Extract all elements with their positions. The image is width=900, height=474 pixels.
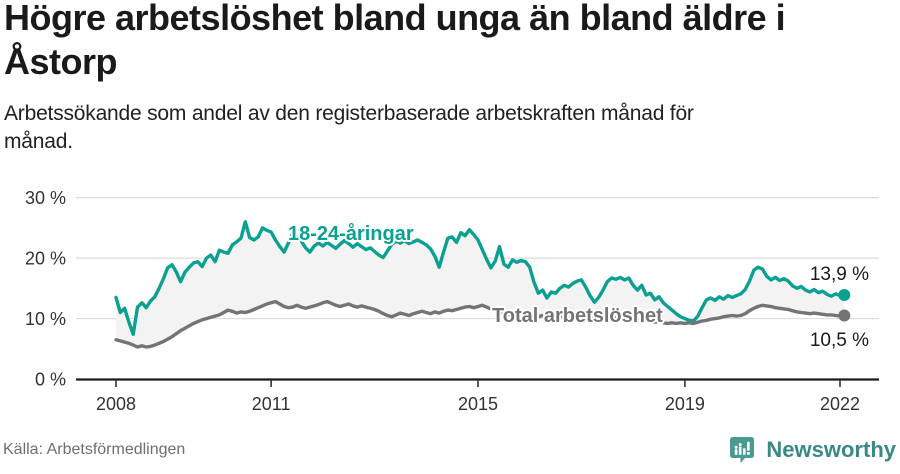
x-axis-tick-label: 2015 [458, 394, 498, 414]
series-end-dot [838, 309, 851, 322]
newsworthy-logo: Newsworthy [729, 436, 896, 464]
newsworthy-mark-icon [730, 437, 755, 464]
series-label-young: 18-24-åringar [288, 222, 414, 245]
chart-generated-layers: 0 % 10 % 20 % 30 % 2008 2011 2015 2019 2022 [25, 188, 879, 414]
x-axis-tick-label: 2008 [96, 394, 136, 414]
y-axis-tick-label: 20 % [25, 249, 66, 269]
series-line [114, 299, 846, 349]
series-label-total: Total arbetslöshet [492, 305, 663, 327]
x-axis-tick-label: 2019 [665, 394, 705, 414]
source-note: Källa: Arbetsförmedlingen [3, 441, 186, 458]
newsworthy-wordmark: Newsworthy [766, 437, 896, 462]
series-end-dot [838, 288, 851, 301]
y-axis-tick-label: 10 % [25, 309, 66, 329]
end-value-label-total: 10,5 % [810, 330, 869, 351]
x-axis-tick-label: 2011 [252, 394, 291, 414]
end-value-label-young: 13,9 % [810, 264, 869, 285]
chart-footer: Källa: Arbetsförmedlingen Newsworthy [0, 432, 900, 474]
page-subtitle: Arbetssökande som andel av den registerb… [4, 102, 694, 153]
x-axis-tick-label: 2022 [820, 394, 860, 414]
y-axis-tick-label: 30 % [25, 188, 66, 208]
page-title: Högre arbetslöshet bland unga än bland ä… [4, 0, 786, 82]
series-gap-band [116, 221, 845, 347]
y-axis-tick-label: 0 % [35, 370, 66, 390]
series-line [114, 220, 846, 336]
